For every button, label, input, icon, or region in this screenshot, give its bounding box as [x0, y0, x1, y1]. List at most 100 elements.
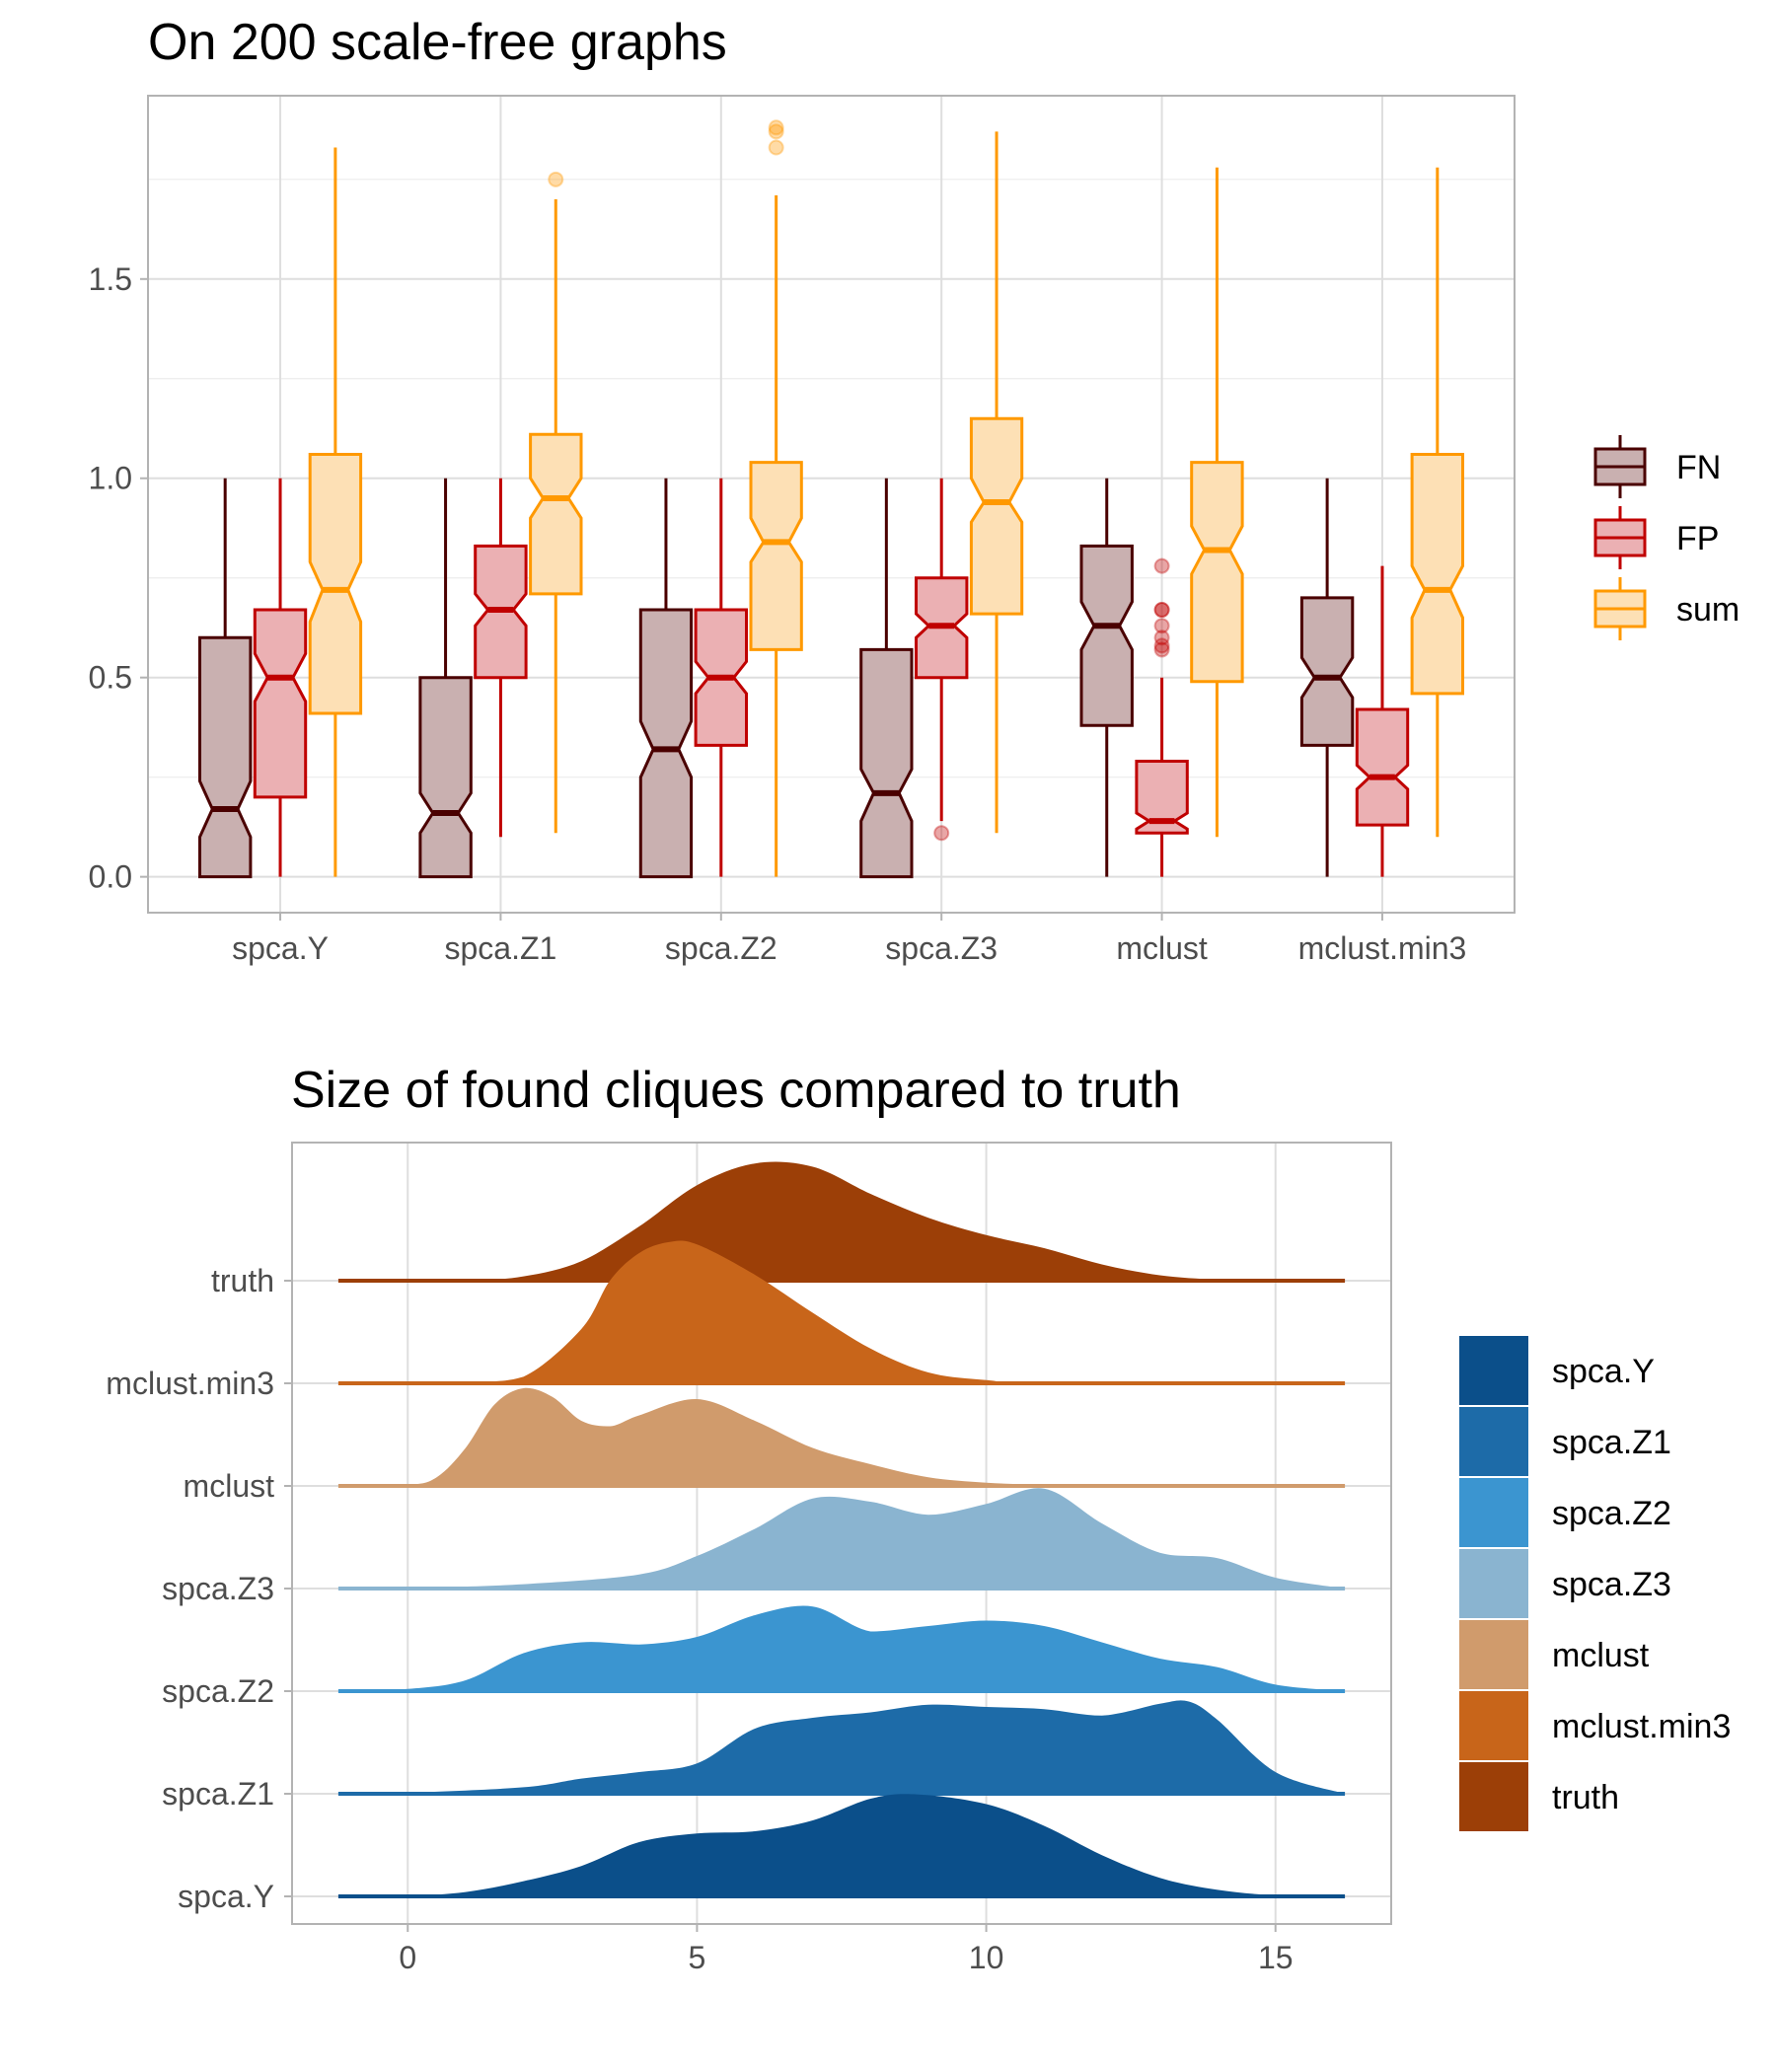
outlier-point [1153, 557, 1170, 574]
legend-item-sum: sum [1593, 577, 1739, 640]
y-tick-label: mclust.min3 [106, 1366, 274, 1401]
legend-label: mclust.min3 [1552, 1708, 1731, 1745]
y-tick-label: 1.0 [89, 461, 132, 496]
ridgeline-chart: Size of found cliques compared to truth … [106, 1062, 1731, 1975]
x-tick-label: 10 [969, 1940, 1004, 1975]
box-body [529, 432, 583, 596]
box-sum-mclust-min3 [1410, 167, 1464, 838]
box-body [969, 416, 1024, 616]
legend-label: FN [1676, 449, 1721, 486]
y-tick-label: 1.5 [89, 261, 132, 297]
y-tick-label: spca.Z1 [162, 1776, 274, 1812]
ridge-mclust [337, 1387, 1346, 1488]
legend-label: spca.Z3 [1552, 1566, 1671, 1603]
outlier-point [1153, 618, 1170, 634]
box-body [1299, 596, 1355, 747]
box-fp-mclust-min3 [1355, 565, 1410, 877]
x-tick-label: spca.Z1 [445, 930, 557, 966]
ridge-area [337, 1387, 1346, 1486]
ridge-area [337, 1161, 1346, 1281]
legend-item-truth: truth [1457, 1760, 1619, 1833]
legend-label: spca.Y [1552, 1353, 1655, 1390]
box-sum-spca-z2 [749, 119, 803, 877]
y-tick-label: 0.5 [89, 660, 132, 696]
legend-key [1457, 1689, 1530, 1762]
legend-key [1457, 1405, 1530, 1478]
box-body [308, 453, 363, 715]
legend-key [1457, 1476, 1530, 1549]
box-sum-spca-z3 [969, 131, 1024, 834]
box-sum-spca-y [308, 147, 363, 877]
legend-label: FP [1676, 520, 1719, 557]
ridge-area [337, 1700, 1346, 1794]
y-tick-label: spca.Y [178, 1879, 274, 1914]
legend-item-spca-z3: spca.Z3 [1457, 1547, 1671, 1620]
box-fn-mclust [1079, 478, 1134, 877]
ridge-area [337, 1488, 1346, 1589]
box-fp-spca-y [253, 478, 308, 877]
ridge-area [337, 1240, 1346, 1383]
boxplot-axes: 0.0 0.5 1.0 1.5 spca.Y spca.Z1 spca.Z2 spca.Z3 m… [89, 261, 1467, 966]
legend-label: spca.Z2 [1552, 1495, 1671, 1532]
box-body [1135, 760, 1189, 835]
box-fp-mclust [1135, 557, 1189, 877]
legend-item-mclust-min3: mclust.min3 [1457, 1689, 1731, 1762]
boxplot-panel-border [147, 95, 1516, 914]
x-tick-label: mclust [1116, 930, 1208, 966]
outlier-point [548, 171, 564, 187]
box-body [198, 635, 253, 879]
legend-item-spca-z2: spca.Z2 [1457, 1476, 1671, 1549]
x-tick-label: 15 [1258, 1940, 1294, 1975]
x-tick-label: 5 [689, 1940, 706, 1975]
ridge-spca-z3 [337, 1488, 1346, 1591]
ridge-mclust-min3 [337, 1240, 1346, 1385]
legend-label: sum [1676, 591, 1739, 629]
x-tick-label: mclust.min3 [1298, 930, 1467, 966]
outlier-point [768, 123, 784, 140]
x-tick-label: spca.Z3 [885, 930, 998, 966]
legend-key [1457, 1618, 1530, 1691]
ridge-spca-z1 [337, 1700, 1346, 1796]
boxplot-title: On 200 scale-free graphs [148, 14, 727, 71]
ridge-truth [337, 1161, 1346, 1283]
box-body [1410, 453, 1464, 696]
legend-item-fn: FN [1593, 435, 1721, 498]
ridgeline-title: Size of found cliques compared to truth [291, 1062, 1181, 1119]
box-body [638, 608, 694, 879]
legend-item-fp: FP [1593, 506, 1719, 569]
ridgeline-marks [337, 1161, 1346, 1898]
box-fn-spca-y [198, 478, 253, 879]
ridge-area [337, 1794, 1346, 1896]
outlier-point [1153, 602, 1170, 619]
ridge-area [337, 1605, 1346, 1691]
legend-key [1457, 1760, 1530, 1833]
box-fn-spca-z2 [638, 478, 694, 879]
y-tick-label: spca.Z3 [162, 1571, 274, 1606]
box-fn-mclust-min3 [1299, 478, 1355, 877]
legend-key [1457, 1547, 1530, 1620]
outlier-point [933, 825, 950, 842]
outlier-point [1153, 602, 1170, 619]
box-body [418, 676, 473, 879]
ridgeline-legend: spca.Y spca.Z1 spca.Z2 spca.Z3 mclust mclust.… [1457, 1334, 1731, 1833]
box-body [859, 647, 914, 879]
box-body [253, 608, 308, 799]
legend-label: mclust [1552, 1637, 1650, 1674]
x-tick-label: 0 [399, 1940, 416, 1975]
box-fn-spca-z3 [859, 478, 914, 879]
boxplot-chart: On 200 scale-free graphs 0.0 0.5 1.0 1.5 spc… [89, 14, 1740, 966]
legend-key [1457, 1334, 1530, 1407]
outlier-point [1153, 637, 1170, 654]
legend-item-mclust: mclust [1457, 1618, 1650, 1691]
outlier-point [768, 139, 784, 156]
ridge-spca-y [337, 1794, 1346, 1898]
boxplot-marks [198, 119, 1464, 879]
legend-label: truth [1552, 1779, 1619, 1816]
legend-item-spca-y: spca.Y [1457, 1334, 1655, 1407]
ridgeline-panel-border [291, 1142, 1392, 1925]
outlier-point [1153, 629, 1170, 646]
outlier-point [768, 119, 784, 136]
ridge-spca-z2 [337, 1605, 1346, 1693]
box-sum-spca-z1 [529, 171, 583, 834]
